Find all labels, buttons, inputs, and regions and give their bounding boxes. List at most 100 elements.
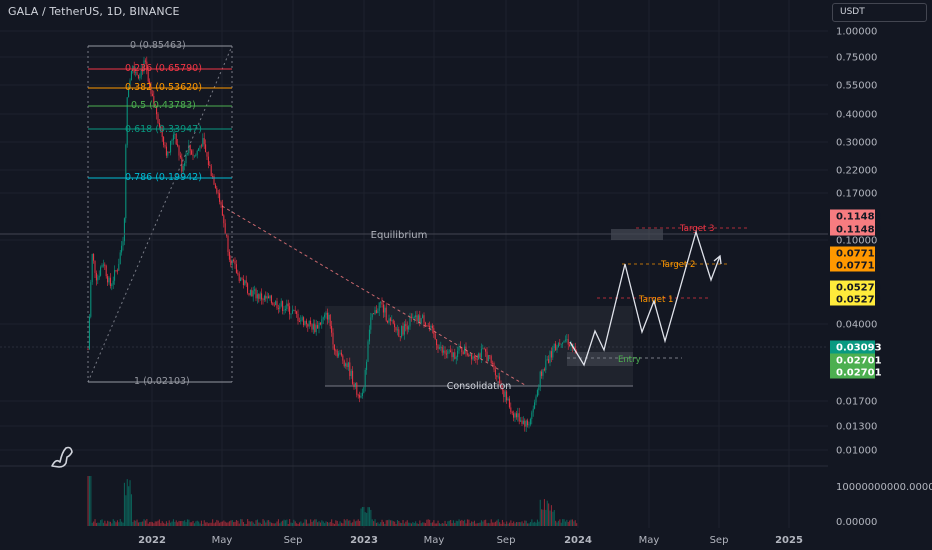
candle — [506, 389, 508, 404]
volume-bar — [367, 507, 369, 526]
candle — [427, 322, 429, 327]
candle — [126, 97, 128, 148]
volume-bar — [142, 521, 144, 526]
candle — [109, 273, 111, 289]
candle — [387, 320, 389, 324]
volume-bar — [378, 523, 380, 526]
candle — [497, 372, 499, 379]
volume-bar — [392, 521, 394, 526]
candle — [179, 151, 181, 159]
volume-bar — [328, 522, 330, 526]
candle — [101, 263, 103, 268]
volume-bar — [174, 521, 176, 526]
fib-level[interactable]: 0.5 (0.43783) — [88, 100, 232, 111]
price-axis[interactable]: 1.00000 0.75000 0.55000 0.40000 0.30000 0.220… — [830, 27, 932, 529]
svg-text:0.02701: 0.02701 — [836, 368, 882, 379]
volume-bar — [331, 519, 333, 526]
candle — [476, 354, 478, 365]
candle — [335, 348, 337, 356]
volume-bar — [305, 519, 307, 526]
volume-bar — [402, 519, 404, 526]
candle — [342, 354, 344, 364]
fib-level[interactable]: 0.618 (0.33947) — [88, 124, 232, 135]
volume-bar — [420, 523, 422, 526]
volume-bar — [329, 521, 331, 526]
volume-bar — [256, 519, 258, 526]
candle — [304, 320, 306, 327]
volume-bar — [289, 519, 291, 526]
candle — [367, 339, 369, 362]
candle — [528, 421, 530, 429]
fib-retracement[interactable]: 0 (0.85463) 0.236 (0.65790) 0.382 (0.53620… — [87, 40, 233, 387]
volume-bar — [202, 523, 204, 526]
volume-bar — [416, 523, 418, 526]
volume-bar — [385, 520, 387, 526]
candle — [191, 149, 193, 155]
currency-button[interactable]: USDT — [832, 3, 927, 22]
volume-bar — [109, 521, 111, 526]
candle — [209, 161, 211, 166]
candle — [396, 324, 398, 336]
volume-bar — [154, 521, 156, 526]
fib-level[interactable]: 0 (0.85463) — [88, 40, 232, 51]
candle — [482, 344, 484, 350]
volume-bar — [198, 521, 200, 526]
candle — [324, 312, 326, 321]
volume-bar — [479, 522, 481, 526]
volume-bar — [389, 520, 391, 526]
fib-level-label: 1 (0.02103) — [134, 376, 190, 387]
candle — [339, 350, 341, 355]
fib-level[interactable]: 0.236 (0.65790) — [88, 63, 232, 74]
volume-bar — [234, 521, 236, 526]
candle — [336, 348, 338, 359]
candle — [553, 343, 555, 353]
candle — [374, 306, 376, 316]
volume-bar — [455, 520, 457, 526]
time-axis[interactable]: 2022 May Sep 2023 May Sep 2024 May Sep 2025 — [138, 535, 803, 546]
candle — [298, 317, 300, 323]
time-tick-label: May — [639, 535, 660, 546]
time-tick-label: 2023 — [350, 535, 378, 546]
volume-bar — [433, 520, 435, 526]
volume-bar — [415, 521, 417, 526]
volume-bar — [216, 519, 218, 526]
candle — [255, 287, 257, 302]
candle — [272, 301, 274, 306]
candle — [315, 319, 317, 336]
candle — [128, 85, 130, 98]
candle — [291, 305, 293, 315]
candle — [158, 119, 160, 129]
candle — [122, 236, 124, 251]
candle — [259, 291, 261, 301]
symbol-title[interactable]: GALA / TetherUS, 1D, BINANCE — [8, 5, 180, 18]
volume-bar — [307, 523, 309, 526]
volume-bar — [119, 519, 121, 526]
candle — [350, 368, 352, 379]
candle — [237, 269, 239, 276]
volume-bar — [318, 521, 320, 526]
candle — [266, 292, 268, 304]
volume-bar — [345, 520, 347, 526]
candle — [233, 258, 235, 263]
fib-level[interactable]: 0.786 (0.19942) — [88, 172, 232, 183]
volume-bar — [280, 521, 282, 526]
candle — [543, 367, 545, 372]
candle — [156, 105, 158, 120]
volume-bar — [301, 523, 303, 526]
fib-level[interactable]: 1 (0.02103) — [88, 376, 232, 387]
volume-bar — [496, 520, 498, 526]
candle — [90, 279, 92, 319]
candle — [448, 349, 450, 354]
candle — [493, 361, 495, 373]
volume-bar — [552, 511, 554, 526]
candle — [420, 317, 422, 325]
volume-bar — [325, 521, 327, 526]
volume-bar — [487, 522, 489, 526]
drawing-overlays[interactable]: Equilibrium Consolidation Entry Target 1 Tar… — [0, 205, 828, 392]
candle — [198, 147, 200, 151]
volume-bar — [199, 523, 201, 526]
fib-level[interactable]: 0.382 (0.53620) — [88, 82, 232, 93]
volume-bar — [515, 522, 517, 526]
volume-bar — [276, 521, 278, 526]
